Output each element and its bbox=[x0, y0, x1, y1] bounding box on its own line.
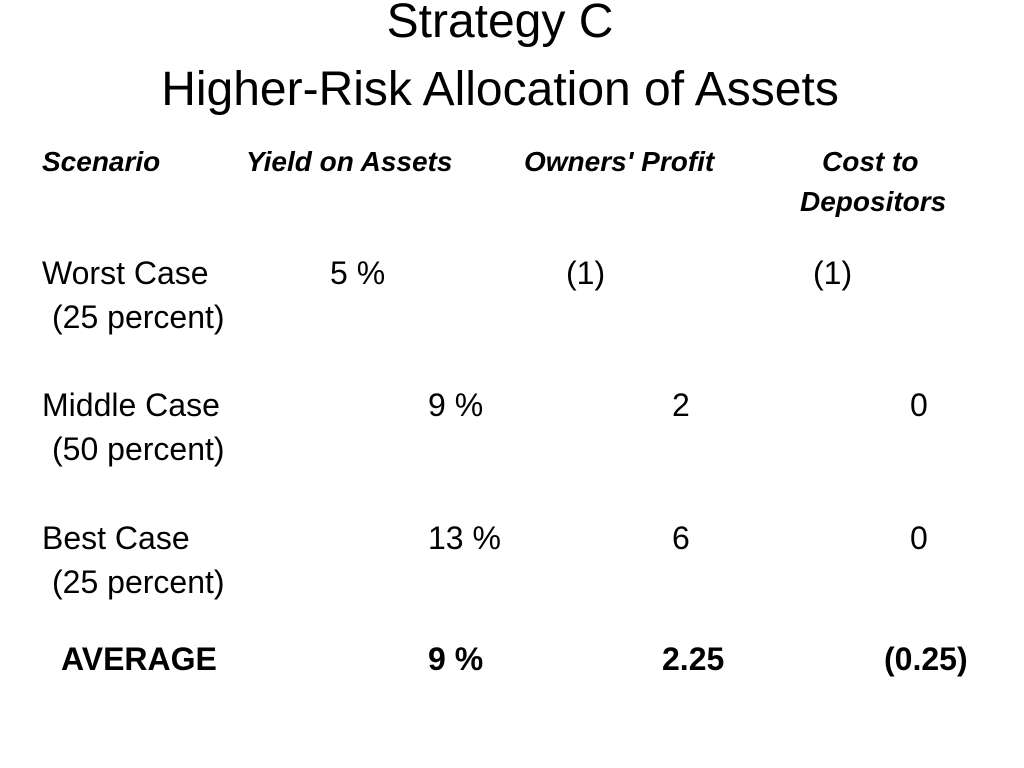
row-best-yield: 13 % bbox=[428, 520, 501, 556]
row-worst-scenario: Worst Case bbox=[42, 255, 209, 291]
average-owners-profit: 2.25 bbox=[662, 641, 725, 677]
row-middle-probability: (50 percent) bbox=[52, 431, 225, 467]
header-owners-profit: Owners' Profit bbox=[524, 146, 715, 177]
row-best-cost: 0 bbox=[910, 520, 928, 556]
row-middle-cost: 0 bbox=[910, 387, 928, 423]
average-cost: (0.25) bbox=[884, 641, 968, 677]
header-cost-to-depositors-line-1: Cost to bbox=[822, 146, 919, 177]
average-label: AVERAGE bbox=[61, 641, 217, 677]
row-worst-probability: (25 percent) bbox=[52, 299, 225, 335]
row-best-owners-profit: 6 bbox=[672, 520, 690, 556]
row-middle-yield: 9 % bbox=[428, 387, 484, 423]
row-worst-yield: 5 % bbox=[330, 255, 386, 291]
row-best-scenario: Best Case bbox=[42, 520, 190, 556]
slide-title-line-1: Strategy C bbox=[386, 0, 614, 48]
header-cost-to-depositors-line-2: Depositors bbox=[800, 186, 947, 217]
average-yield: 9 % bbox=[428, 641, 484, 677]
row-worst-owners-profit: (1) bbox=[566, 255, 606, 291]
row-best-probability: (25 percent) bbox=[52, 564, 225, 600]
header-scenario: Scenario bbox=[42, 146, 161, 177]
row-worst-cost: (1) bbox=[813, 255, 853, 291]
row-middle-scenario: Middle Case bbox=[42, 387, 220, 423]
header-yield-on-assets: Yield on Assets bbox=[246, 146, 453, 177]
slide-title-line-2: Higher-Risk Allocation of Assets bbox=[161, 63, 839, 116]
row-middle-owners-profit: 2 bbox=[672, 387, 690, 423]
